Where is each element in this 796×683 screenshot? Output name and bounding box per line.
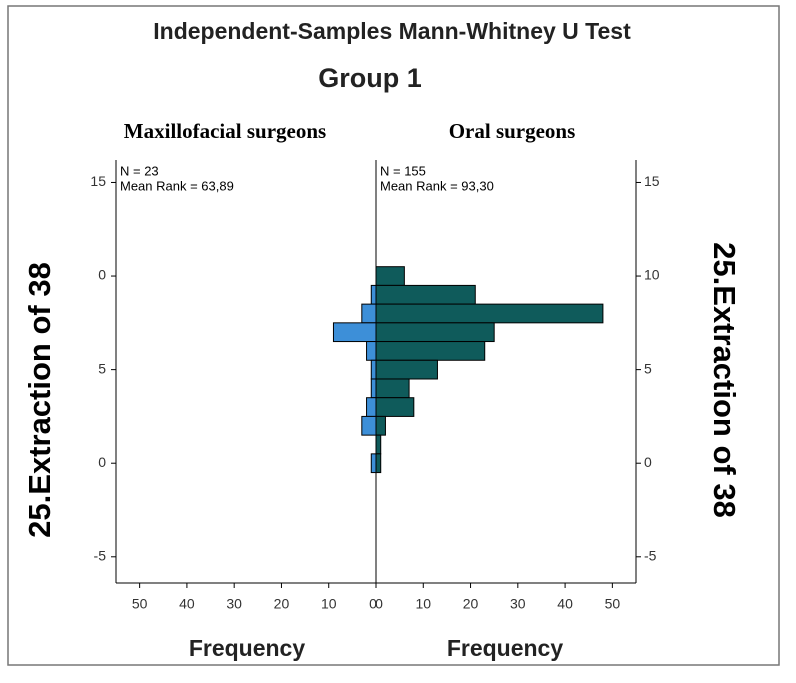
- bar: [361, 303, 377, 324]
- y-tick-label: -5: [94, 547, 107, 563]
- bar: [332, 322, 377, 343]
- x-tick-label: 50: [132, 596, 148, 612]
- bar: [375, 303, 604, 324]
- bar: [375, 434, 382, 455]
- x-tick-label: 20: [463, 596, 479, 612]
- bar: [375, 378, 410, 399]
- bar: [375, 284, 476, 305]
- y-tick-label: 15: [644, 173, 660, 189]
- y-tick-label: -5: [644, 547, 657, 563]
- frame: [7, 5, 780, 666]
- x-tick-label: 30: [510, 596, 526, 612]
- bar: [375, 415, 386, 436]
- bar: [370, 359, 377, 380]
- y-tick-label: 5: [644, 360, 652, 376]
- bar: [375, 359, 438, 380]
- x-tick-label: 40: [179, 596, 195, 612]
- x-axis-label: Frequency: [447, 635, 564, 661]
- x-tick-label: 0: [375, 596, 383, 612]
- chart-title: Independent-Samples Mann-Whitney U Test: [153, 18, 631, 44]
- bar: [366, 341, 377, 361]
- y-tick-label: 0: [644, 454, 652, 470]
- bar: [370, 378, 377, 399]
- mean-rank-label: Mean Rank = 93,30: [380, 178, 494, 193]
- y-tick-label: 10: [644, 267, 660, 283]
- x-tick-label: 20: [274, 596, 290, 612]
- y-axis-label: 25.Extraction of 38: [22, 262, 57, 538]
- x-tick-label: 50: [605, 596, 621, 612]
- x-axis-label: Frequency: [189, 635, 306, 661]
- y-tick-label: 5: [98, 360, 106, 376]
- x-tick-label: 10: [321, 596, 337, 612]
- n-label: N = 155: [380, 163, 426, 178]
- bar: [375, 266, 405, 286]
- bar: [375, 397, 415, 417]
- mean-rank-label: Mean Rank = 63,89: [120, 178, 234, 193]
- bar: [370, 284, 377, 305]
- y-tick-label: 0: [98, 267, 106, 283]
- bar: [370, 453, 377, 474]
- x-tick-label: 10: [415, 596, 431, 612]
- x-tick-label: 0: [369, 596, 377, 612]
- x-tick-label: 30: [226, 596, 242, 612]
- bar: [375, 453, 382, 474]
- y-tick-label: 15: [90, 173, 106, 189]
- bar: [375, 322, 495, 343]
- bar: [375, 341, 486, 361]
- chart-subtitle: Group 1: [318, 63, 422, 93]
- y-tick-label: 0: [98, 454, 106, 470]
- bar: [366, 397, 377, 417]
- bar: [361, 415, 377, 436]
- x-tick-label: 40: [557, 596, 573, 612]
- panel-title: Maxillofacial surgeons: [124, 119, 326, 143]
- n-label: N = 23: [120, 163, 159, 178]
- panel-title: Oral surgeons: [449, 119, 576, 143]
- y-axis-label: 25.Extraction of 38: [707, 242, 742, 518]
